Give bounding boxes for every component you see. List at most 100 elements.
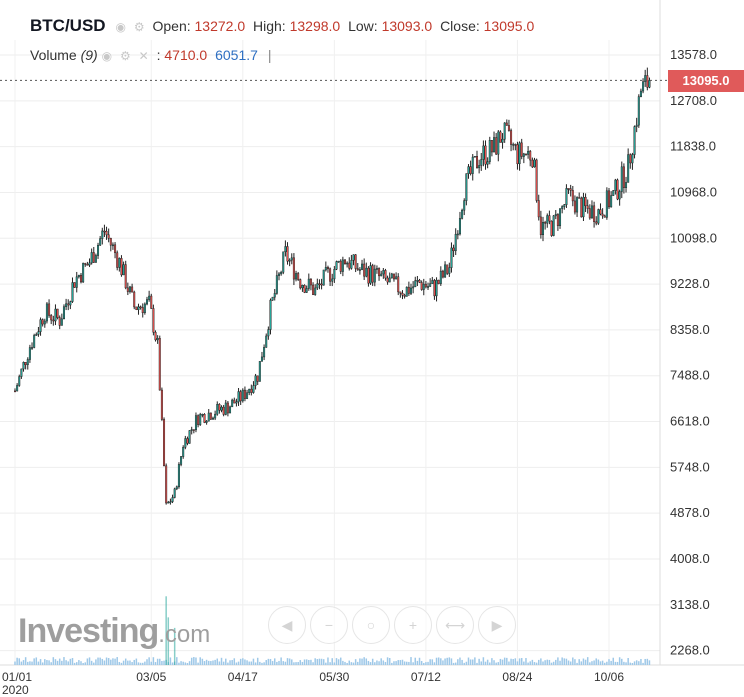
volume-bar bbox=[144, 661, 146, 665]
volume-bar bbox=[137, 662, 140, 665]
volume-bar bbox=[627, 657, 629, 665]
volume-bar bbox=[495, 662, 497, 665]
volume-bar bbox=[580, 661, 583, 665]
candle-body bbox=[286, 246, 289, 262]
volume-bar bbox=[638, 661, 640, 665]
candle-body bbox=[216, 404, 219, 415]
gear-icon[interactable]: ⚙ bbox=[133, 20, 145, 34]
candle-body bbox=[569, 188, 572, 191]
volume-bar bbox=[263, 662, 265, 665]
volume-bar bbox=[22, 660, 25, 665]
volume-bar bbox=[452, 662, 455, 665]
volume-bar bbox=[529, 661, 531, 665]
candle-body bbox=[461, 209, 464, 219]
candle-body bbox=[620, 166, 623, 192]
volume-bar bbox=[395, 661, 397, 665]
candle-body bbox=[146, 299, 148, 305]
candle-body bbox=[384, 270, 387, 279]
candle-body bbox=[601, 213, 604, 217]
x-tick-label: 05/30 bbox=[319, 670, 349, 684]
legend-separator: | bbox=[267, 47, 272, 63]
volume-bar bbox=[346, 662, 348, 665]
volume-bar bbox=[378, 661, 380, 665]
volume-bar bbox=[133, 659, 135, 665]
candle-body bbox=[614, 179, 617, 191]
candle-body bbox=[133, 291, 136, 308]
zoom-out-icon[interactable]: − bbox=[310, 606, 348, 644]
candle-body bbox=[152, 308, 155, 333]
fit-icon[interactable]: ⟷ bbox=[436, 606, 474, 644]
candle-body bbox=[82, 263, 85, 283]
candle-body bbox=[175, 486, 178, 490]
volume-bar bbox=[188, 661, 191, 665]
candle-body bbox=[439, 270, 442, 284]
volume-bar bbox=[269, 659, 272, 665]
volume-bar bbox=[363, 657, 365, 665]
candle-body bbox=[648, 80, 651, 88]
arrow-left-icon[interactable]: ◀ bbox=[268, 606, 306, 644]
candle-body bbox=[358, 269, 361, 271]
volume-bar bbox=[124, 658, 127, 665]
volume-bar bbox=[503, 657, 506, 665]
candle-body bbox=[397, 276, 400, 293]
zoom-in-icon[interactable]: + bbox=[394, 606, 432, 644]
eye-icon[interactable]: ◉ bbox=[115, 20, 126, 34]
volume-bar bbox=[180, 661, 182, 665]
volume-bar bbox=[82, 662, 84, 665]
volume-bar bbox=[608, 659, 610, 665]
eye-icon[interactable]: ◉ bbox=[101, 49, 113, 63]
volume-bar bbox=[305, 659, 308, 665]
candle-body bbox=[401, 292, 404, 296]
candle-body bbox=[486, 161, 489, 165]
candle-body bbox=[510, 130, 513, 145]
volume-bar bbox=[288, 658, 291, 665]
arrow-right-icon[interactable]: ▶ bbox=[478, 606, 516, 644]
candle-body bbox=[356, 268, 359, 271]
candle-body bbox=[644, 75, 647, 82]
candle-body bbox=[576, 197, 579, 213]
volume-bar bbox=[316, 659, 319, 665]
candle-body bbox=[567, 188, 570, 190]
candle-body bbox=[552, 215, 555, 236]
candle-body bbox=[410, 287, 412, 294]
volume-bar bbox=[525, 658, 527, 665]
volume-bar bbox=[84, 662, 87, 665]
candle-body bbox=[128, 286, 131, 292]
volume-bar bbox=[542, 661, 544, 665]
volume-bar bbox=[233, 658, 236, 665]
candle-body bbox=[237, 391, 240, 403]
x-tick-label: 01/01 bbox=[2, 670, 32, 684]
candle-body bbox=[446, 264, 449, 274]
volume-bar bbox=[122, 660, 125, 665]
volume-bar bbox=[476, 662, 478, 665]
candle-body bbox=[173, 488, 176, 498]
candle-body bbox=[631, 154, 634, 164]
close-icon[interactable]: ✕ bbox=[138, 49, 149, 63]
candle-body bbox=[610, 195, 613, 208]
volume-bar bbox=[284, 661, 287, 665]
candle-body bbox=[448, 267, 451, 274]
volume-bar bbox=[646, 658, 649, 665]
volume-bar bbox=[163, 660, 165, 665]
candle-body bbox=[37, 331, 40, 335]
volume-bar bbox=[497, 662, 500, 665]
candle-body bbox=[280, 271, 283, 275]
candle-body bbox=[599, 209, 602, 215]
volume-bar bbox=[442, 660, 444, 665]
volume-bar bbox=[344, 661, 346, 665]
volume-bar bbox=[52, 657, 55, 665]
logo-brand: Investing bbox=[18, 612, 159, 650]
candle-body bbox=[469, 166, 472, 174]
volume-bar bbox=[252, 658, 255, 665]
candle-body bbox=[590, 205, 593, 219]
volume-bar bbox=[139, 662, 142, 665]
candle-body bbox=[612, 190, 615, 196]
volume-bar bbox=[631, 662, 634, 665]
candle-body bbox=[478, 165, 481, 169]
zoom-reset-icon[interactable]: ○ bbox=[352, 606, 390, 644]
x-tick-label: 10/06 bbox=[594, 670, 624, 684]
gear-icon[interactable]: ⚙ bbox=[119, 49, 131, 63]
y-tick-label: 11838.0 bbox=[670, 139, 716, 154]
volume-bar bbox=[584, 659, 587, 665]
